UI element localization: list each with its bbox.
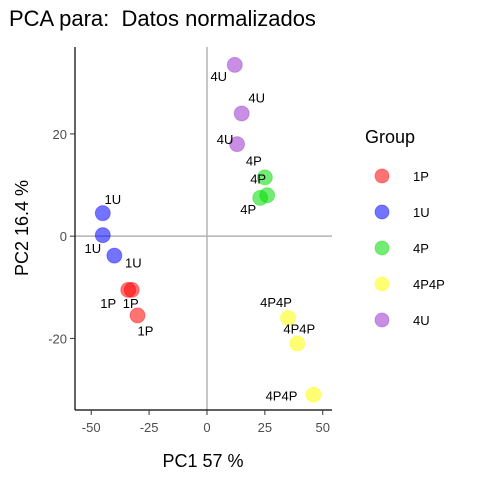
point-label-4p4p: 4P4P bbox=[260, 295, 292, 310]
chart-title: PCA para: Datos normalizados bbox=[9, 6, 316, 31]
y-axis-title: PC2 16.4 % bbox=[12, 180, 32, 276]
x-tick-label: 0 bbox=[203, 420, 210, 435]
point-label-1u: 1U bbox=[104, 192, 121, 207]
point-label-4p: 4P bbox=[240, 202, 256, 217]
point-label-4p4p: 4P4P bbox=[283, 322, 315, 337]
point-label-4u: 4U bbox=[248, 90, 265, 105]
legend-key-4u bbox=[374, 312, 390, 328]
point-label-1p: 1P bbox=[123, 296, 139, 311]
legend-label-1p: 1P bbox=[413, 169, 429, 184]
x-axis-title: PC1 57 % bbox=[162, 451, 243, 471]
x-tick-label: 25 bbox=[258, 420, 272, 435]
data-point-4p bbox=[252, 189, 269, 206]
data-point-4p4p bbox=[280, 309, 297, 326]
data-point-1u bbox=[106, 247, 123, 264]
x-tick-label: -50 bbox=[82, 420, 101, 435]
data-point-4u bbox=[229, 136, 246, 153]
point-label-4p4p: 4P4P bbox=[266, 389, 298, 404]
data-point-4p4p bbox=[305, 386, 322, 403]
legend-key-1u bbox=[374, 204, 390, 220]
x-tick-label: 50 bbox=[316, 420, 330, 435]
x-tick-label: -25 bbox=[140, 420, 159, 435]
point-label-1u: 1U bbox=[125, 256, 142, 271]
data-point-4u bbox=[226, 56, 243, 73]
data-point-4p bbox=[256, 169, 273, 186]
point-label-4p: 4P bbox=[250, 171, 266, 186]
data-point-1u bbox=[94, 227, 111, 244]
y-tick-label: -20 bbox=[48, 331, 67, 346]
axes: -50 -25 0 25 50 -20 0 20 bbox=[48, 47, 332, 435]
legend-label-4u: 4U bbox=[413, 313, 430, 328]
legend-label-4p: 4P bbox=[413, 241, 429, 256]
point-label-1p: 1P bbox=[138, 323, 154, 338]
data-point-4p4p bbox=[289, 335, 306, 352]
point-label-1u: 1U bbox=[84, 241, 101, 256]
y-tick-label: 0 bbox=[60, 229, 67, 244]
legend-label-1u: 1U bbox=[413, 205, 430, 220]
legend-key-4p4p bbox=[374, 276, 390, 292]
point-label-4u: 4U bbox=[217, 132, 234, 147]
data-point-1p bbox=[123, 281, 140, 298]
y-tick-label: 20 bbox=[53, 127, 67, 142]
point-label-4u: 4U bbox=[210, 69, 227, 84]
data-point-4u bbox=[233, 105, 250, 122]
legend-key-1p bbox=[374, 168, 390, 184]
point-label-4p: 4P bbox=[246, 153, 262, 168]
legend-key-4p bbox=[374, 240, 390, 256]
data-point-1p bbox=[129, 307, 146, 324]
legend-title: Group bbox=[365, 127, 415, 147]
legend-label-4p4p: 4P4P bbox=[413, 277, 445, 292]
point-label-1p: 1P bbox=[100, 296, 116, 311]
data-point-1u bbox=[94, 205, 111, 222]
